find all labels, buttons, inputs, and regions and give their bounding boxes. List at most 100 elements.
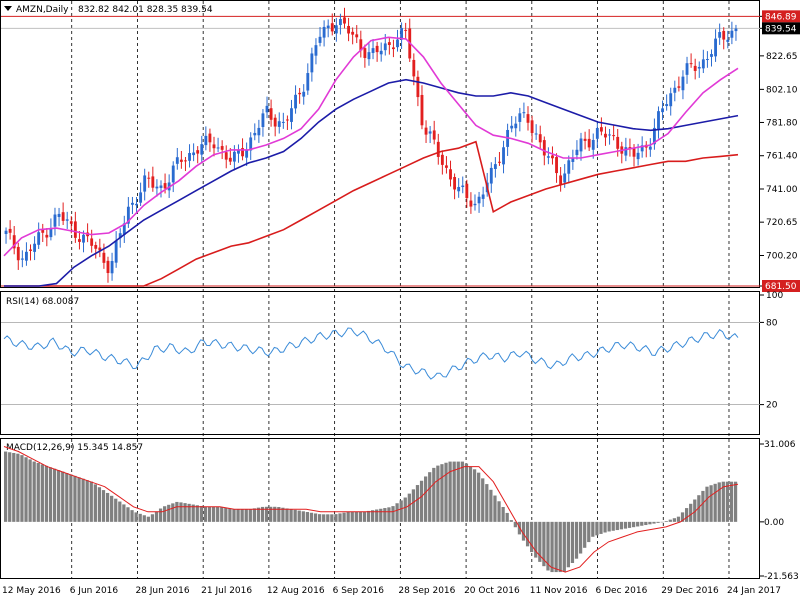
ohlc-readout: 832.82 842.01 828.35 839.54	[78, 5, 213, 15]
macd-hist-bar	[680, 512, 685, 522]
candle-body	[571, 157, 575, 162]
macd-hist-bar	[538, 521, 542, 562]
macd-hist-bar	[652, 521, 656, 524]
macd-hist-bar	[607, 521, 611, 532]
y-tick-label: 681.50	[765, 282, 797, 292]
macd-hist-bar	[595, 521, 599, 536]
macd-hist-bar	[689, 503, 693, 522]
candle-body	[257, 127, 261, 136]
candle-body	[29, 249, 32, 251]
macd-hist-bar	[16, 453, 20, 522]
macd-hist-bar	[481, 478, 485, 522]
candle-body	[457, 186, 461, 192]
x-tick-label: 20 Oct 2016	[464, 586, 520, 596]
macd-hist-bar	[583, 521, 587, 548]
macd-hist-bar	[460, 461, 464, 522]
candle-body	[363, 48, 367, 58]
candle-body	[261, 113, 265, 127]
candle-body	[392, 47, 395, 50]
x-tick-label: 11 Nov 2016	[530, 586, 588, 596]
candle-body	[416, 76, 420, 98]
macd-hist-bar	[664, 521, 668, 522]
price-header: AMZN,Daily 832.82 842.01 828.35 839.54	[4, 5, 213, 15]
macd-hist-bar	[497, 501, 501, 522]
macd-hist-bar	[305, 512, 310, 522]
candle-body	[200, 144, 204, 155]
macd-hist-bar	[562, 521, 566, 572]
candle-body	[697, 66, 701, 69]
macd-hist-bar	[277, 507, 281, 522]
macd-hist-bar	[138, 513, 142, 522]
macd-hist-bar	[599, 521, 603, 534]
macd-hist-bar	[248, 509, 252, 522]
vertical-grid	[71, 1, 730, 578]
candle-body	[192, 152, 196, 156]
macd-hist-bar	[676, 516, 681, 522]
high-line-badge	[762, 10, 800, 23]
macd-hist-bar	[513, 521, 517, 528]
macd-hist-bar	[619, 521, 624, 530]
candle-body	[265, 105, 269, 113]
candle-body	[216, 147, 220, 149]
candle-body	[139, 192, 143, 203]
macd-hist-bar	[269, 506, 273, 522]
macd-hist-bar	[273, 506, 277, 522]
candle-body	[143, 175, 147, 192]
macd-hist-bar	[342, 512, 346, 522]
x-tick-label: 12 Aug 2016	[267, 586, 325, 596]
macd-hist-bar	[20, 455, 24, 522]
candle-body	[591, 139, 595, 150]
macd-hist-bar	[375, 509, 379, 522]
candle-body	[424, 127, 428, 135]
candle-body	[334, 25, 338, 34]
candle-body	[12, 235, 16, 249]
macd-tick-label: 0.00	[764, 518, 784, 528]
candle-body	[310, 53, 314, 73]
macd-hist-bar	[415, 485, 420, 522]
time-axis: 12 May 2016 6 Jun 2016 28 Jun 2016 21 Jul 2…	[2, 586, 781, 596]
macd-hist-bar	[440, 464, 444, 522]
macd-hist-bar	[362, 511, 367, 522]
candle-body	[420, 94, 424, 126]
macd-hist-bar	[73, 475, 77, 522]
candle-body	[78, 239, 81, 242]
macd-hist-bar	[142, 515, 146, 522]
macd-hist-bar	[203, 506, 208, 522]
macd-hist-bar	[216, 506, 220, 522]
candle-body	[106, 260, 110, 274]
macd-hist-bar	[648, 521, 652, 525]
macd-hist-bar	[264, 506, 269, 522]
macd-hist-bar	[729, 481, 734, 522]
macd-hist-bar	[407, 493, 411, 522]
macd-hist-bar	[530, 521, 534, 553]
y-tick-label: 700.20	[766, 252, 798, 262]
macd-hist-bar	[640, 521, 644, 526]
candle-body	[228, 157, 232, 162]
candle-body	[502, 147, 505, 165]
ma-slow-line	[4, 140, 739, 287]
macd-hist-bar	[713, 483, 717, 522]
macd-hist-bar	[191, 504, 195, 522]
candle-body	[118, 233, 122, 239]
price-axis: 846.89 839.54 822.65 802.10 781.80 761.40 741.…	[760, 10, 800, 292]
x-tick-label: 21 Jul 2016	[201, 586, 252, 596]
candle-body	[151, 176, 155, 188]
candle-body	[90, 238, 94, 246]
macd-hist-bar	[611, 521, 615, 531]
candle-body	[224, 152, 228, 160]
y-tick-label: 781.80	[766, 118, 798, 128]
candle-body	[163, 183, 167, 189]
y-tick-label: 839.54	[765, 24, 797, 34]
candle-body	[685, 63, 689, 75]
macd-hist-bar	[232, 509, 236, 522]
macd-hist-bar	[163, 506, 167, 522]
candle-body	[477, 196, 481, 204]
collapse-triangle-icon[interactable]	[4, 6, 12, 11]
candle-body	[375, 45, 379, 53]
candle-body	[159, 185, 163, 188]
candle-body	[481, 194, 485, 199]
macd-hist-bar	[150, 514, 155, 522]
price-series	[1, 7, 760, 287]
candle-body	[461, 185, 465, 188]
